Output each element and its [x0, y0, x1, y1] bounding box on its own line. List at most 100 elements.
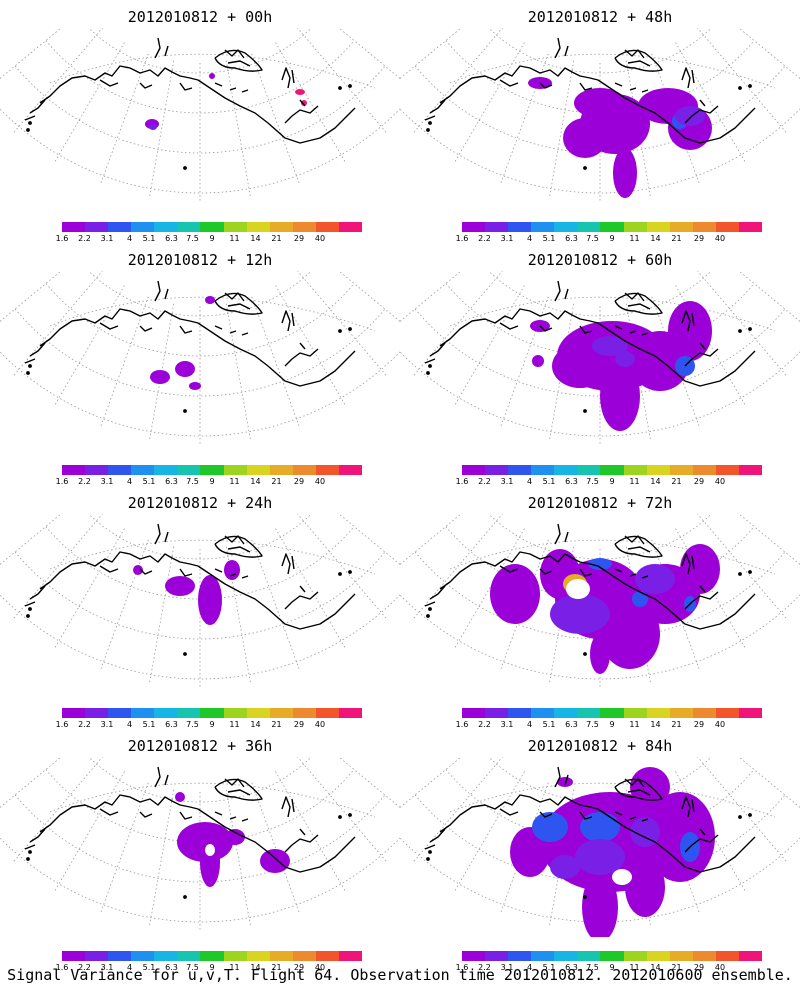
colorbar-tick-label: 29 — [293, 720, 305, 729]
colorbar-tick-label: 7.5 — [186, 234, 199, 243]
colorbar-tick-label: 14 — [650, 720, 661, 729]
variance-contour — [225, 829, 245, 845]
colorbar-swatch — [554, 951, 578, 961]
colorbar-labels: 1.6 2.2 3.1 4 5.1 6.3 7.5 9 11 14 21 29 40 — [456, 477, 762, 487]
colorbar-tick-label: 14 — [250, 720, 261, 729]
variance-contour — [133, 565, 143, 575]
variance-map — [0, 271, 400, 446]
variance-map — [0, 514, 400, 689]
variance-map — [400, 28, 800, 203]
colorbar-tick-label: 11 — [629, 477, 640, 486]
colorbar-swatch — [177, 951, 201, 961]
colorbar-tick-label: 14 — [650, 477, 661, 486]
variance-contour — [582, 872, 618, 937]
map-panel: 2012010812 + 24h 1.6 2.2 3.1 4 5.1 6.3 7.5 9 11 14… — [0, 486, 400, 729]
colorbar-labels: 1.6 2.2 3.1 4 5.1 6.3 7.5 9 11 14 21 29 40 — [456, 234, 762, 244]
colorbar-swatch — [62, 222, 86, 232]
colorbar-swatch — [200, 708, 224, 718]
colorbar-tick-label: 29 — [693, 477, 705, 486]
colorbar-swatch — [600, 465, 624, 475]
variance-map — [400, 271, 800, 446]
map-panel: 2012010812 + 72h 1.6 2.2 3.1 4 5.1 6.3 7.5 9 11 14… — [400, 486, 800, 729]
colorbar-tick-label: 2.2 — [78, 477, 91, 486]
colorbar-swatch — [338, 708, 363, 718]
colorbar-tick-label: 7.5 — [586, 477, 599, 486]
colorbar-swatch — [600, 222, 624, 232]
colorbar-swatch — [646, 222, 670, 232]
colorbar-tick-label: 29 — [293, 234, 305, 243]
colorbar-tick-label: 21 — [671, 234, 682, 243]
colorbar-tick-label: 1.6 — [55, 234, 69, 243]
variance-contour — [552, 344, 608, 388]
variance-contour — [510, 827, 550, 877]
colorbar-swatch — [108, 708, 132, 718]
colorbar-swatch — [338, 222, 363, 232]
colorbar-swatch — [269, 222, 293, 232]
colorbar-tick-label: 9 — [209, 720, 215, 729]
colorbar-tick-label: 6.3 — [565, 234, 578, 243]
colorbar-tick-label: 3.1 — [100, 720, 114, 729]
coastline — [24, 280, 356, 413]
colorbar-tick-label: 4 — [126, 477, 133, 486]
colorbar-tick-label: 6.3 — [565, 963, 578, 972]
colorbar-swatch — [554, 465, 578, 475]
colorbar-tick-label: 1.6 — [55, 963, 69, 972]
variance-contour — [632, 591, 648, 607]
colorbar-tick-label: 21 — [671, 963, 682, 972]
variance-field — [490, 544, 720, 674]
colorbar-tick-label: 7.5 — [186, 963, 199, 972]
colorbar-tick-label: 6.3 — [565, 720, 578, 729]
panel-title: 2012010812 + 48h — [527, 8, 673, 26]
colorbar-swatch — [669, 708, 693, 718]
variance-contour — [680, 544, 720, 594]
colorbar-tick-label: 6.3 — [165, 963, 178, 972]
colorbar-tick-label: 29 — [293, 963, 305, 972]
colorbar-tick-label: 1.6 — [455, 963, 469, 972]
colorbar-swatch — [292, 465, 316, 475]
coastline — [24, 523, 356, 656]
colorbar-tick-label: 14 — [650, 234, 661, 243]
colorbar-swatch — [85, 708, 109, 718]
variance-field — [510, 767, 715, 937]
variance-field — [530, 301, 712, 431]
colorbar-tick-label: 40 — [714, 720, 726, 729]
colorbar-tick-label: 11 — [229, 963, 240, 972]
variance-contour — [200, 837, 220, 887]
colorbar-tick-label: 14 — [650, 963, 661, 972]
colorbar-tick-label: 7.5 — [186, 720, 199, 729]
colorbar-swatch — [154, 708, 178, 718]
colorbar-swatch — [108, 222, 132, 232]
colorbar-tick-label: 9 — [209, 477, 215, 486]
colorbar-tick-label: 2.2 — [78, 720, 91, 729]
variance-contour — [590, 634, 610, 674]
colorbar-tick-label: 4 — [526, 477, 533, 486]
coastline — [424, 37, 756, 170]
colorbar-swatch — [154, 465, 178, 475]
colorbar-swatch — [715, 465, 739, 475]
colorbar-tick-label: 14 — [250, 234, 261, 243]
colorbar-swatch — [554, 222, 578, 232]
variance-contour — [189, 382, 201, 390]
colorbar-swatch — [315, 465, 339, 475]
colorbar-swatch — [200, 465, 224, 475]
colorbar-tick-label: 40 — [714, 963, 726, 972]
colorbar-tick-label: 5.1 — [542, 477, 556, 486]
colorbar-swatch — [485, 951, 509, 961]
variance-contour — [209, 73, 215, 79]
colorbar-swatch — [462, 222, 486, 232]
colorbar-tick-label: 11 — [229, 477, 240, 486]
colorbar-swatch — [623, 951, 647, 961]
colorbar-tick-label: 3.1 — [100, 234, 114, 243]
map-graticule — [0, 271, 400, 446]
colorbar-swatch — [62, 951, 86, 961]
colorbar-swatch — [131, 222, 155, 232]
colorbar-tick-label: 3.1 — [500, 720, 514, 729]
colorbar-tick-label: 5.1 — [542, 234, 556, 243]
colorbar-swatch — [669, 951, 693, 961]
variance-contour — [615, 351, 635, 367]
colorbar-swatch — [177, 465, 201, 475]
colorbar-swatch — [508, 951, 532, 961]
map-graticule — [0, 28, 400, 203]
colorbar-swatch — [531, 951, 555, 961]
colorbar-tick-label: 21 — [671, 477, 682, 486]
